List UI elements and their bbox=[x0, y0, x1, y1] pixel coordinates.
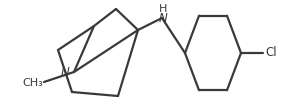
Text: CH₃: CH₃ bbox=[22, 78, 43, 88]
Text: N: N bbox=[159, 11, 167, 25]
Text: N: N bbox=[60, 66, 69, 80]
Text: H: H bbox=[159, 4, 167, 14]
Text: Cl: Cl bbox=[265, 47, 277, 59]
